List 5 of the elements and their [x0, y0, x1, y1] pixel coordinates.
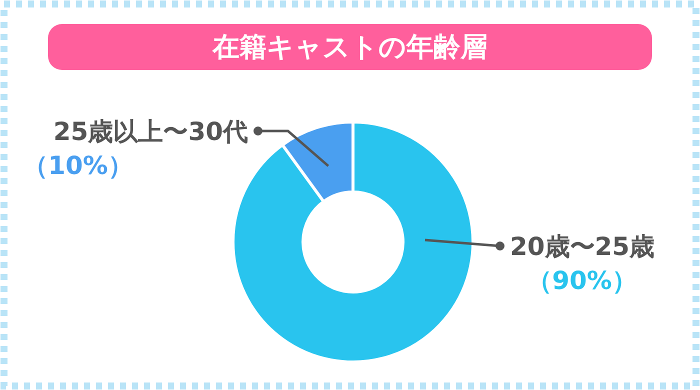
- data-label: （90%）: [527, 266, 637, 295]
- slice-label: 20歳〜25歳: [510, 232, 655, 261]
- chart-title: 在籍キャストの年齢層: [212, 32, 488, 63]
- slice-label: 25歳以上〜30代: [53, 117, 248, 146]
- data-label: （10%）: [23, 151, 133, 180]
